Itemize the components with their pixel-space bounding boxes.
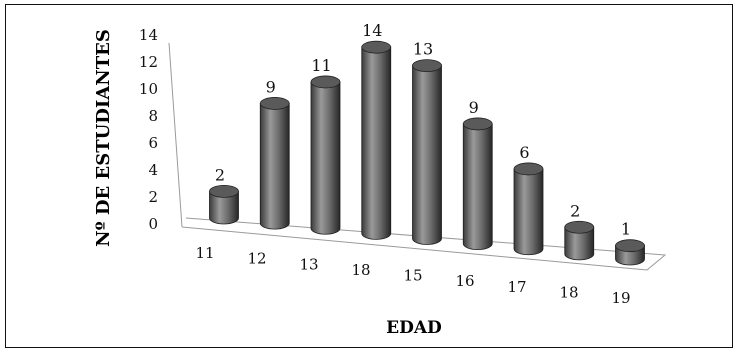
bar: [513, 162, 544, 256]
bar-chart: 0246810121421191211131418131591661721811…: [93, 21, 667, 338]
bar-body: [361, 46, 392, 240]
y-tick-label: 8: [148, 107, 158, 125]
bar-top: [564, 220, 595, 234]
x-tick-label: 13: [299, 255, 318, 273]
y-tick-label: 6: [148, 134, 158, 152]
x-tick-label: 18: [351, 261, 370, 279]
bars-layer: [209, 40, 645, 266]
bar: [259, 97, 290, 230]
y-tick-label: 10: [139, 80, 158, 98]
bar-top: [615, 239, 645, 253]
bar-body: [564, 226, 595, 261]
data-label: 6: [519, 143, 529, 162]
x-tick-label: 18: [559, 283, 578, 301]
bar: [412, 59, 442, 245]
x-tick-label: 16: [455, 272, 474, 290]
bar-top: [259, 97, 290, 110]
x-tick-label: 11: [195, 244, 214, 262]
x-tick-label: 17: [507, 278, 526, 296]
bar: [361, 40, 392, 240]
labels-layer: 0246810121421191211131418131591661721811…: [139, 21, 631, 307]
data-label: 11: [311, 56, 331, 75]
x-tick-label: 12: [247, 250, 266, 268]
data-label: 9: [469, 98, 479, 117]
bar-top: [361, 40, 392, 54]
data-label: 2: [215, 165, 225, 184]
chart-frame: 0 2 4 6 8 10 12 14 2 11 9 12 11 13 14 18 13 15 9 16 6 17 2 18 1 1…: [5, 4, 733, 348]
bar: [564, 220, 595, 261]
bar-body: [513, 168, 544, 256]
y-tick-label: 12: [139, 53, 158, 71]
y-tick-label: 2: [148, 188, 158, 206]
data-label: 14: [362, 21, 382, 40]
bar-body: [462, 123, 493, 250]
y-tick-label: 4: [148, 161, 158, 179]
bar: [209, 184, 239, 225]
bar-body: [310, 81, 341, 235]
y-axis-title: Nº DE ESTUDIANTES: [93, 29, 114, 247]
x-tick-label: 15: [403, 267, 422, 285]
data-label: 1: [621, 220, 631, 239]
x-axis-title: EDAD: [386, 318, 442, 338]
bar: [310, 75, 341, 235]
bar: [462, 117, 493, 250]
bar-top: [209, 184, 239, 198]
bar: [615, 239, 645, 266]
y-axis-line: [168, 42, 183, 228]
bar-top: [513, 162, 544, 176]
bar-body: [209, 191, 239, 225]
bar-body: [412, 65, 442, 245]
bar-top: [310, 75, 341, 89]
data-label: 13: [413, 40, 433, 59]
data-label: 9: [266, 77, 276, 96]
x-tick-label: 19: [611, 289, 630, 307]
bar-top: [412, 59, 442, 72]
y-tick-label: 0: [148, 215, 158, 233]
bar-top: [462, 117, 493, 131]
bar-body: [259, 103, 290, 230]
y-tick-label: 14: [139, 26, 158, 44]
data-label: 2: [570, 201, 580, 220]
